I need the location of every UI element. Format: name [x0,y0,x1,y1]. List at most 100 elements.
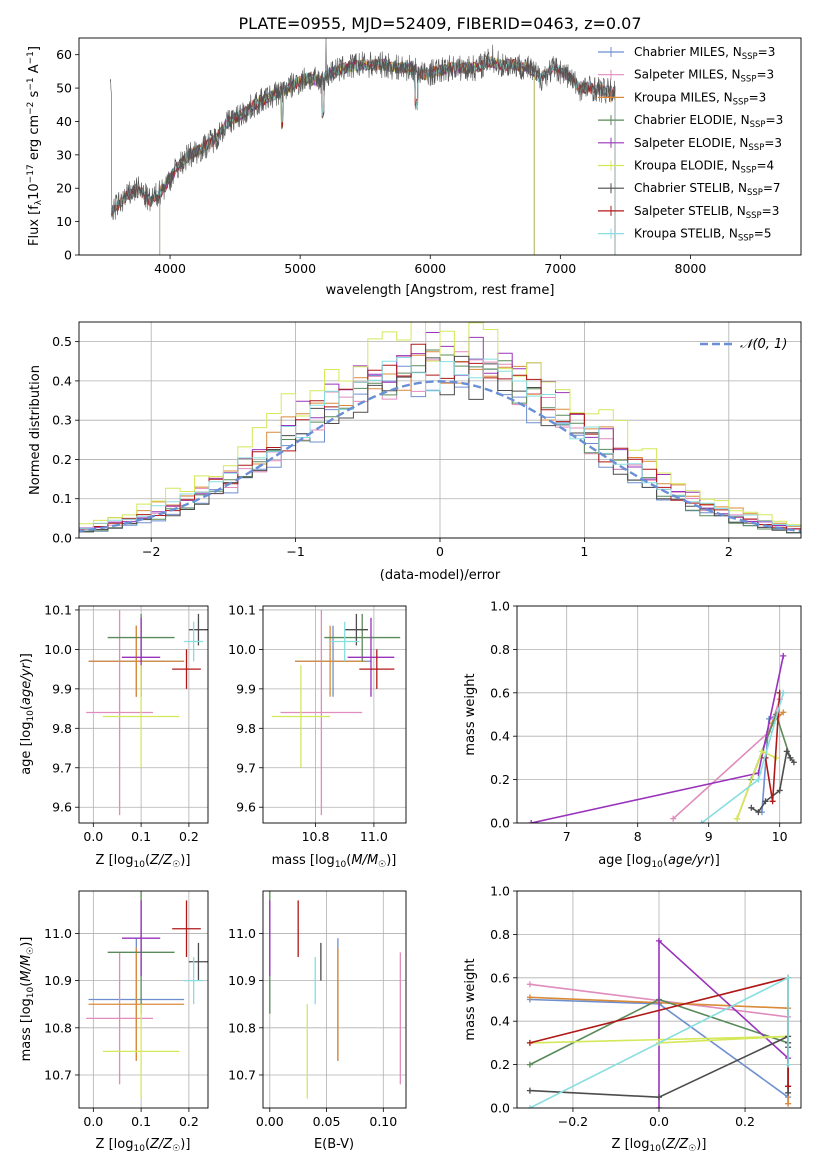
weight-point [780,689,787,696]
weight-point [526,1039,533,1046]
y-tick-label: 9.9 [52,681,72,696]
x-tick-label: 0.0 [649,1114,669,1129]
y-tick-label: 9.7 [52,760,72,775]
weight-point [787,754,794,761]
plot-area [528,652,797,823]
plot-area [526,937,792,1108]
y-tick-label: 10.9 [44,973,72,988]
legend-entry: Kroupa STELIB, NSSP=5 [634,227,772,244]
y-tick-label: 30 [56,147,72,162]
y-tick-label: 11.0 [228,926,256,941]
x-tick-label: 2 [725,544,733,559]
weight-point [748,804,755,811]
y-tick-label: 10.0 [44,642,72,657]
y-tick-label: 9.8 [52,721,72,736]
weight-point [785,1083,792,1090]
y-tick-label: 0.4 [490,729,510,744]
legend-entry: 𝒩(0, 1) [740,337,787,352]
x-tick-label: 8000 [675,261,707,276]
weight-point [526,981,533,988]
y-tick-label: 10.0 [228,642,256,657]
residual-histogram-panel: −2 −1 0 1 2 0.0 0.1 0.2 0.3 0.4 0.5 (data-model)/er… [28,321,802,583]
plot-area [109,38,616,255]
weight-point [758,748,765,755]
x-tick-label: 0.2 [179,829,199,844]
x-tick-label: 0.2 [179,1114,199,1129]
x-tick-label: 4000 [154,261,186,276]
x-tick-label: 8 [634,829,642,844]
y-tick-label: 9.7 [236,760,256,775]
axes-frame [516,890,802,1109]
y-tick-label: 0.8 [490,927,510,942]
y-tick-label: 10.7 [44,1067,72,1082]
weight-point [762,798,769,805]
x-tick-label: 0.0 [83,1114,103,1129]
y-tick-label: 10.9 [228,973,256,988]
x-tick-label: −0.2 [558,1114,588,1129]
y-tick-label: 0.2 [490,1057,510,1072]
plot-area [86,891,208,1099]
y-tick-label: 40 [56,114,72,129]
plot-area [79,322,801,535]
x-tick-label: 6000 [414,261,446,276]
y-tick-label: 10 [56,214,72,229]
weight-point [780,709,787,716]
y-axis-label: age [log10(age/yr)] [19,653,36,775]
y-tick-label: 9.8 [236,721,256,736]
x-tick-label: 10 [772,829,788,844]
x-axis-label: Z [log10(Z/Z☉)] [96,1137,191,1154]
y-tick-label: 1.0 [490,884,510,899]
x-tick-label: 10.8 [302,829,330,844]
x-tick-label: 9 [705,829,713,844]
y-tick-label: 0.3 [52,413,72,428]
y-axis-label: Flux [fλ10−17 erg cm−2 s−1 A−1] [26,46,44,246]
legend-entry: Salpeter MILES, NSSP=3 [634,68,774,85]
figure-title: PLATE=0955, MJD=52409, FIBERID=0463, z=0… [238,14,641,33]
x-tick-label: 0.2 [735,1114,755,1129]
x-tick-label: 0.00 [256,1114,284,1129]
legend-entry: Salpeter ELODIE, NSSP=3 [634,136,782,153]
y-tick-label: 10.7 [228,1067,256,1082]
legend-entry: Chabrier ELODIE, NSSP=3 [634,113,783,130]
mass-age-panel: 10.8 11.0 9.6 9.7 9.8 9.9 10.0 10.1 mass [log10(… [228,602,407,870]
ebv-mass-panel: 0.00 0.05 0.10 10.7 10.8 10.9 11.0 E(B-V) [228,890,407,1152]
weight-point [755,809,762,816]
y-tick-label: 10.1 [228,602,256,617]
y-tick-label: 0.1 [52,491,72,506]
y-tick-label: 0.2 [490,772,510,787]
age-weight-panel: 7 8 9 10 0.0 0.2 0.4 0.6 0.8 1.0 mass weight age [l… [463,599,802,870]
axes-frame [78,890,209,1109]
y-tick-label: 0.4 [490,1014,510,1029]
y-axis-label: mass [log10(M/M☉)] [19,937,36,1062]
weight-point [785,1100,792,1107]
x-tick-label: 0.1 [131,1114,151,1129]
weight-point [526,994,533,1001]
weight-point [785,1089,792,1096]
x-tick-label: −1 [286,544,304,559]
y-tick-label: 0.5 [52,334,72,349]
legend-entry: Chabrier MILES, NSSP=3 [634,45,775,62]
axes-frame [516,605,802,824]
weight-point [783,748,790,755]
weight-point [769,798,776,805]
weight-point [656,1094,662,1101]
y-tick-label: 11.0 [44,926,72,941]
y-tick-label: 0.2 [52,452,72,467]
x-axis-label: wavelength [Angstrom, rest frame] [326,283,555,298]
legend-entry: Salpeter STELIB, NSSP=3 [634,204,779,221]
y-tick-label: 0.6 [490,970,510,985]
y-tick-label: 0.8 [490,642,510,657]
weight-point [734,815,741,822]
x-tick-label: 0 [436,544,444,559]
y-tick-label: 1.0 [490,599,510,614]
x-axis-label: E(B-V) [314,1137,354,1152]
y-tick-label: 60 [56,47,72,62]
y-tick-label: 0.4 [52,373,72,388]
x-tick-label: 7 [563,829,571,844]
metallicity-mass-panel: 0.0 0.1 0.2 10.7 10.8 10.9 11.0 Z [log10(Z/Z☉)]… [19,890,209,1154]
x-tick-label: 11.0 [360,829,388,844]
weight-point [776,787,783,794]
x-axis-label: Z [log10(Z/Z☉)] [612,1137,707,1154]
x-axis-label: Z [log10(Z/Z☉)] [96,853,191,870]
